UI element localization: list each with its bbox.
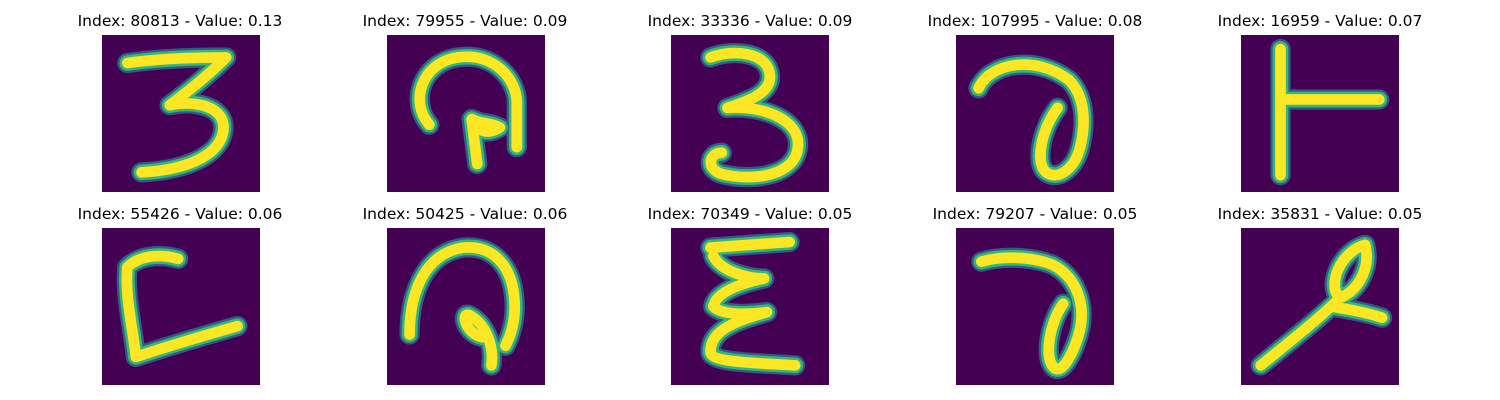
digit-stroke-layer (122, 52, 232, 178)
image-panel: Index: 35831 - Value: 0.05 (1170, 193, 1470, 385)
digit-stroke-layer (705, 236, 801, 371)
panel-title: Index: 79207 - Value: 0.05 (932, 205, 1138, 223)
image-background (1241, 35, 1399, 192)
image-panel: Index: 79207 - Value: 0.05 (885, 193, 1185, 385)
panel-title: Index: 50425 - Value: 0.06 (362, 205, 568, 223)
digit-stroke-layer (705, 47, 804, 183)
image-panel: Index: 16959 - Value: 0.07 (1170, 0, 1470, 192)
digit-image (387, 228, 545, 385)
digit-image (956, 35, 1114, 192)
image-panel: Index: 70349 - Value: 0.05 (600, 193, 900, 385)
digit-stroke-layer (414, 51, 523, 170)
panel-title: Index: 33336 - Value: 0.09 (647, 12, 853, 30)
image-panel: Index: 50425 - Value: 0.06 (315, 193, 615, 385)
digit-image (102, 228, 260, 385)
panel-title: Index: 79955 - Value: 0.09 (362, 12, 568, 30)
panel-title: Index: 70349 - Value: 0.05 (647, 205, 853, 223)
panel-title: Index: 16959 - Value: 0.07 (1217, 12, 1423, 30)
panel-title: Index: 55426 - Value: 0.06 (77, 205, 283, 223)
panel-title: Index: 80813 - Value: 0.13 (77, 12, 283, 30)
digit-image (671, 35, 829, 192)
digit-stroke-layer (976, 252, 1087, 375)
digit-image (671, 228, 829, 385)
image-panel: Index: 55426 - Value: 0.06 (30, 193, 330, 385)
digit-image (1241, 228, 1399, 385)
digit-image (387, 35, 545, 192)
digit-image (956, 228, 1114, 385)
image-panel: Index: 107995 - Value: 0.08 (885, 0, 1185, 192)
digit-image (102, 35, 260, 192)
image-panel: Index: 80813 - Value: 0.13 (30, 0, 330, 192)
digit-image (1241, 35, 1399, 192)
panel-title: Index: 107995 - Value: 0.08 (927, 12, 1143, 30)
digit-stroke-layer (121, 250, 243, 363)
panel-title: Index: 35831 - Value: 0.05 (1217, 205, 1423, 223)
image-panel: Index: 79955 - Value: 0.09 (315, 0, 615, 192)
digit-stroke-layer (973, 59, 1089, 181)
digit-stroke-layer (404, 242, 521, 371)
digit-stroke-layer (1255, 239, 1388, 371)
image-panel: Index: 33336 - Value: 0.09 (600, 0, 900, 192)
digit-stroke-layer (1275, 43, 1385, 181)
